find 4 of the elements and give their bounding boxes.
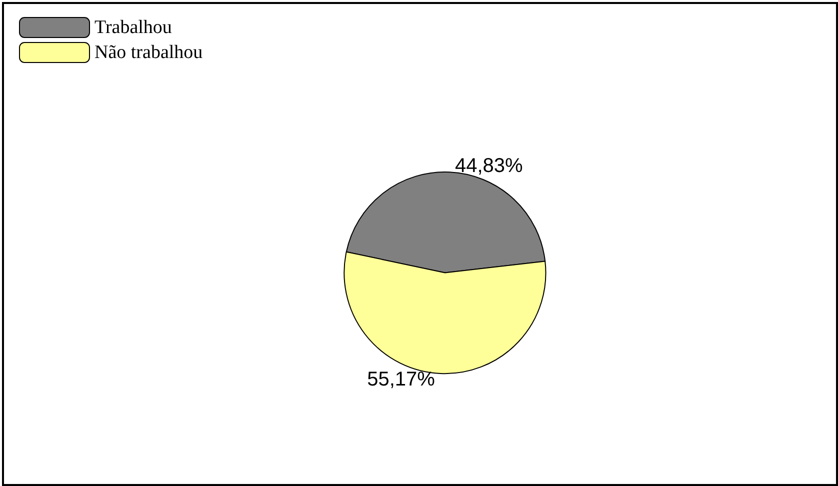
legend-label: Trabalhou [94, 17, 172, 38]
legend-label: Não trabalhou [94, 42, 204, 63]
data-label: 44,83% [454, 155, 524, 178]
data-label: 55,17% [367, 368, 436, 390]
